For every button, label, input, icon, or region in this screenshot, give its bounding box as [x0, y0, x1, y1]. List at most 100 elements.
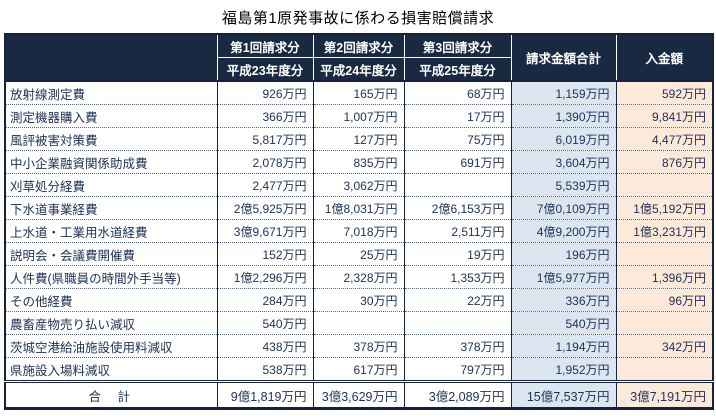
round3-value [403, 173, 512, 197]
page-title: 福島第1原発事故に係わる損害賠償請求 [221, 10, 495, 27]
row-label: 風評被害対策費 [4, 127, 218, 151]
table-row: 放射線測定費 926万円 165万円 68万円 1,159万円 592万円 [4, 81, 714, 105]
round1-value: 2億5,925万円 [216, 196, 314, 220]
total-round3-value: 3億2,089万円 [403, 380, 512, 409]
table-row: その他経費 284万円 30万円 22万円 336万円 96万円 [4, 288, 714, 312]
row-label: 下水道事業経費 [4, 196, 218, 220]
total-deposit-value: 3億7,191万円 [615, 380, 714, 409]
round2-value: 617万円 [312, 357, 405, 382]
round1-value: 438万円 [216, 334, 314, 358]
round1-value: 926万円 [216, 81, 314, 105]
round2-value: 25万円 [312, 242, 405, 266]
round3-value: 68万円 [403, 81, 512, 105]
claim-total-value: 3,604万円 [510, 150, 617, 174]
round3-subheader: 平成25年度分 [403, 57, 512, 82]
claim-total-value: 540万円 [510, 311, 617, 335]
round1-value: 284万円 [216, 288, 314, 312]
deposit-value: 1,396万円 [615, 265, 714, 289]
round2-value: 1億8,031万円 [312, 196, 405, 220]
round2-value: 165万円 [312, 81, 405, 105]
total-row-label: 合 計 [4, 380, 218, 409]
round1-value: 2,477万円 [216, 173, 314, 197]
round3-value: 75万円 [403, 127, 512, 151]
row-label: その他経費 [4, 288, 218, 312]
round3-value: 17万円 [403, 104, 512, 128]
round1-value: 152万円 [216, 242, 314, 266]
table-row: 説明会・会議費開催費 152万円 25万円 19万円 196万円 [4, 242, 714, 266]
table-row: 農畜産物売り払い減収 540万円 540万円 [4, 311, 714, 335]
round3-value: 19万円 [403, 242, 512, 266]
round2-value: 835万円 [312, 150, 405, 174]
table-row: 測定機器購入費 366万円 1,007万円 17万円 1,390万円 9,841… [4, 104, 714, 128]
table-row: 中小企業融資関係助成費 2,078万円 835万円 691万円 3,604万円 … [4, 150, 714, 174]
table-footer: 合 計 9億1,819万円 3億3,629万円 3億2,089万円 15億7,5… [4, 380, 714, 409]
round2-subheader: 平成24年度分 [312, 57, 405, 82]
deposit-value: 96万円 [615, 288, 714, 312]
round3-value: 22万円 [403, 288, 512, 312]
row-label: 説明会・会議費開催費 [4, 242, 218, 266]
deposit-value: 592万円 [615, 81, 714, 105]
row-label: 人件費(県職員の時間外手当等) [4, 265, 218, 289]
round1-value: 540万円 [216, 311, 314, 335]
deposit-value: 342万円 [615, 334, 714, 358]
table-row: 茨城空港給油施設使用料減収 438万円 378万円 378万円 1,194万円 … [4, 334, 714, 358]
round2-value: 30万円 [312, 288, 405, 312]
round2-value: 2,328万円 [312, 265, 405, 289]
row-label: 刈草処分経費 [4, 173, 218, 197]
total-claim-total-value: 15億7,537万円 [510, 380, 617, 409]
table-row: 下水道事業経費 2億5,925万円 1億8,031万円 2億6,153万円 7億… [4, 196, 714, 220]
row-label: 中小企業融資関係助成費 [4, 150, 218, 174]
round3-value: 797万円 [403, 357, 512, 382]
round3-value: 2億6,153万円 [403, 196, 512, 220]
total-round1-value: 9億1,819万円 [216, 380, 314, 409]
row-label: 県施設入場料減収 [4, 357, 218, 382]
row-label: 測定機器購入費 [4, 104, 218, 128]
deposit-value: 4,477万円 [615, 127, 714, 151]
round3-value: 691万円 [403, 150, 512, 174]
round3-value: 1,353万円 [403, 265, 512, 289]
round1-header: 第1回請求分 [216, 34, 314, 58]
claim-total-value: 336万円 [510, 288, 617, 312]
round2-value [312, 311, 405, 335]
deposit-value: 876万円 [615, 150, 714, 174]
corner-header-cell [4, 34, 218, 82]
row-label: 放射線測定費 [4, 81, 218, 105]
deposit-value [615, 311, 714, 335]
round2-value: 127万円 [312, 127, 405, 151]
table-row: 刈草処分経費 2,477万円 3,062万円 5,539万円 [4, 173, 714, 197]
deposit-value: 9,841万円 [615, 104, 714, 128]
deposit-value: 1億5,192万円 [615, 196, 714, 220]
round3-header: 第3回請求分 [403, 34, 512, 58]
table-body: 放射線測定費 926万円 165万円 68万円 1,159万円 592万円 測定… [4, 81, 714, 382]
deposit-value [615, 173, 714, 197]
round3-value: 2,511万円 [403, 219, 512, 243]
table-row: 県施設入場料減収 538万円 617万円 797万円 1,952万円 [4, 357, 714, 382]
round2-header: 第2回請求分 [312, 34, 405, 58]
deposit-value [615, 357, 714, 382]
claim-total-value: 1,159万円 [510, 81, 617, 105]
claim-total-value: 1,390万円 [510, 104, 617, 128]
row-label: 農畜産物売り払い減収 [4, 311, 218, 335]
row-label: 上水道・工業用水道経費 [4, 219, 218, 243]
round1-value: 5,817万円 [216, 127, 314, 151]
claim-total-value: 6,019万円 [510, 127, 617, 151]
claim-total-value: 1億5,977万円 [510, 265, 617, 289]
round3-value: 378万円 [403, 334, 512, 358]
deposit-header: 入金額 [615, 34, 714, 82]
round1-value: 2,078万円 [216, 150, 314, 174]
deposit-value [615, 242, 714, 266]
round1-value: 538万円 [216, 357, 314, 382]
claim-total-value: 7億0,109万円 [510, 196, 617, 220]
deposit-value: 1億3,231万円 [615, 219, 714, 243]
round2-value: 3,062万円 [312, 173, 405, 197]
claim-total-value: 4億9,200万円 [510, 219, 617, 243]
round1-value: 366万円 [216, 104, 314, 128]
round2-value: 7,018万円 [312, 219, 405, 243]
claim-total-header: 請求金額合計 [510, 34, 617, 82]
row-label: 茨城空港給油施設使用料減収 [4, 334, 218, 358]
round2-value: 378万円 [312, 334, 405, 358]
round1-value: 3億9,671万円 [216, 219, 314, 243]
claim-total-value: 1,194万円 [510, 334, 617, 358]
claim-total-value: 5,539万円 [510, 173, 617, 197]
round2-value: 1,007万円 [312, 104, 405, 128]
